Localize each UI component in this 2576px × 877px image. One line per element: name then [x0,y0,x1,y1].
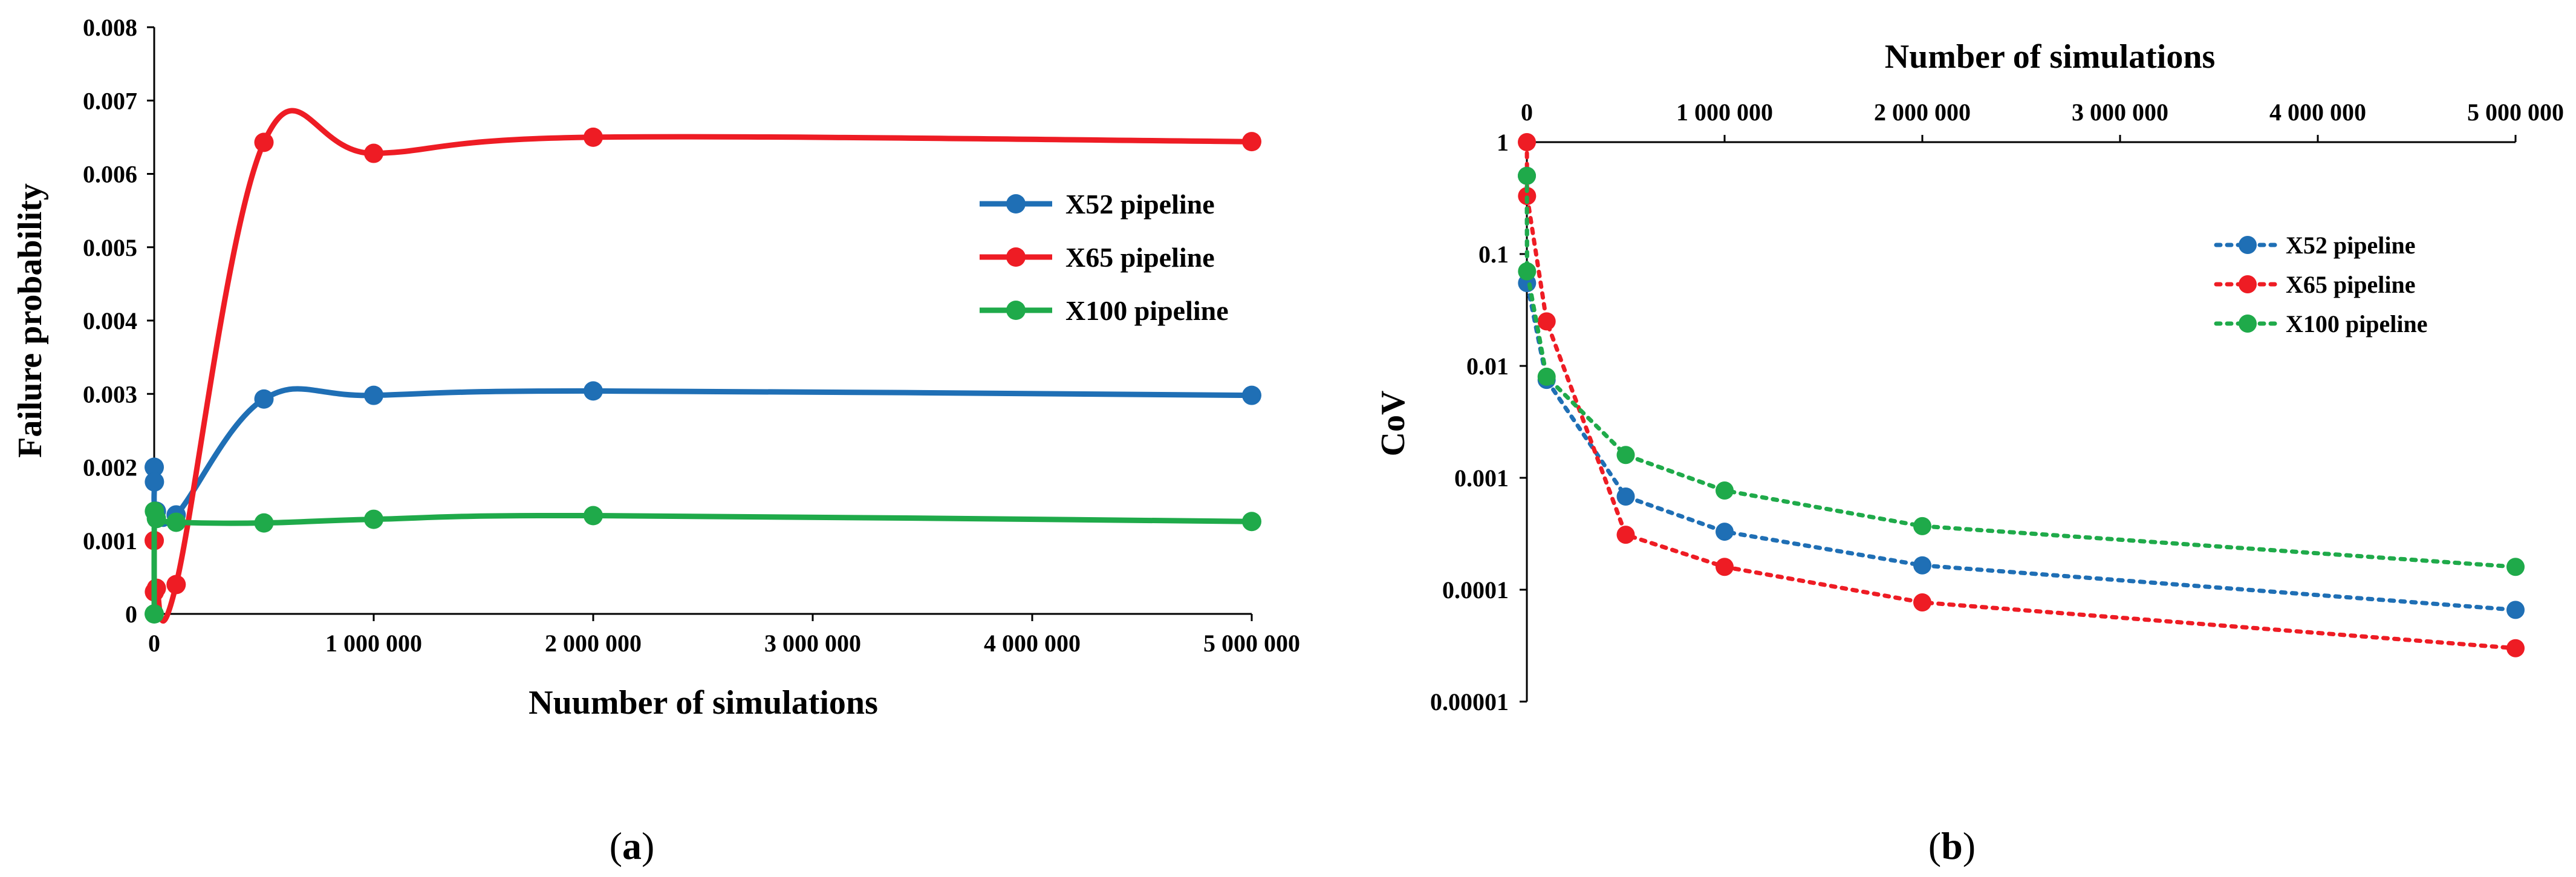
panel-a-data-point [145,472,164,492]
panel-b-series-1 [1518,133,2525,657]
panel-a-data-point [584,127,603,147]
panel-a-x-tick-label: 2 000 000 [545,630,642,657]
panel-a-data-point [584,506,603,526]
panel-b-legend-label: X52 pipeline [2286,232,2415,259]
panel-b-data-point [1616,487,1635,506]
panel-b-tick-labels: 1 0.1 0.01 0.001 0.0001 0.00001 0 1 000 000 2 00… [1430,99,2564,716]
panel-a-data-point [1242,385,1261,405]
panel-a-y-tick-label: 0.002 [83,454,137,481]
panel-a-y-tick-label: 0.007 [83,87,137,114]
panel-b-data-point [1518,166,1537,185]
panel-a-y-tick-label: 0.003 [83,380,137,408]
panel-b-data-point [1913,517,1931,535]
panel-b-data-point [1913,556,1931,575]
panel-b-x-tick-label: 1 000 000 [1676,99,1773,126]
panel-a-legend-swatch-marker [1006,301,1026,320]
panel-b-legend-swatch-marker [2239,236,2257,254]
panel-a-caption: (a) [610,824,655,867]
panel-b-data-point [1537,312,1556,331]
panel-a-data-point [584,381,603,401]
panel-b-series-2 [1518,166,2525,576]
panel-b-legend-label: X65 pipeline [2286,271,2415,298]
panel-b-series [1518,133,2525,657]
panel-a-x-tick-label: 1 000 000 [325,630,422,657]
panel-a-legend-label: X52 pipeline [1065,189,1215,220]
panel-a-x-tick-label: 4 000 000 [984,630,1081,657]
panel-a-data-point [145,457,164,477]
panel-a-series-1 [145,108,1261,624]
panel-a-y-tick-label: 0.008 [83,14,137,41]
panel-a-legend-label: X65 pipeline [1065,242,1215,273]
panel-a-series-line [151,386,1252,527]
panel-a-legend-label: X100 pipeline [1065,295,1229,326]
panel-a-chart: 0 0.001 0.002 0.003 0.004 0.005 0.006 0.007 0.00… [11,14,1300,867]
panel-b-legend: X52 pipeline X65 pipeline X100 pipeline [2214,232,2427,337]
panel-b-x-tick-label: 3 000 000 [2072,99,2168,126]
panel-b-legend-swatch-marker [2239,275,2257,293]
panel-a-legend-swatch-marker [1006,194,1026,214]
panel-b-y-tick-label: 0.00001 [1430,688,1509,716]
panel-b-data-point [2506,639,2525,657]
panel-a-legend: X52 pipeline X65 pipeline X100 pipeline [980,189,1229,326]
panel-a-x-tick-label: 5 000 000 [1203,630,1300,657]
panel-a-series-line [151,502,1252,615]
panel-b-data-point [1913,593,1931,611]
panel-a-tick-labels: 0 0.001 0.002 0.003 0.004 0.005 0.006 0.007 0.00… [83,14,1300,657]
panel-a-series-2 [145,501,1261,624]
panel-a-y-tick-label: 0.006 [83,161,137,188]
panel-b-data-point [1537,367,1556,386]
panel-a-x-tick-label: 3 000 000 [764,630,861,657]
panel-b-data-point [1518,262,1537,281]
panel-b-y-axis-title: CoV [1374,391,1412,457]
panel-a-data-point [364,385,383,405]
panel-a-x-axis-title: Nuumber of simulations [529,684,878,722]
panel-a-series [145,108,1261,624]
panel-b-y-tick-label: 0.1 [1478,241,1509,268]
panel-a-series-0 [145,381,1261,527]
panel-b-axes [1520,135,2517,703]
panel-b-y-tick-label: 0.001 [1454,465,1509,492]
panel-a-y-tick-label: 0.005 [83,234,137,261]
panel-a-data-point [166,575,186,595]
panel-b-data-point [1716,558,1734,576]
panel-b-data-point [1716,523,1734,541]
panel-b-y-tick-label: 0.0001 [1442,576,1509,604]
panel-b-chart: 1 0.1 0.01 0.001 0.0001 0.00001 0 1 000 000 2 00… [1374,38,2564,867]
panel-b-y-tick-label: 0.01 [1466,353,1509,380]
panel-a-data-point [254,132,274,152]
panel-a-data-point [1242,132,1261,152]
panel-a-y-tick-label: 0.004 [83,307,137,334]
panel-b-legend-label: X100 pipeline [2286,310,2427,337]
panel-b-y-tick-label: 1 [1497,129,1509,156]
panel-a-data-point [254,513,274,533]
panel-a-data-point [254,389,274,409]
panel-b-data-point [2506,601,2525,619]
panel-b-x-tick-label: 2 000 000 [1874,99,1971,126]
panel-a-data-point [364,143,383,163]
panel-b-x-axis-title: Number of simulations [1885,38,2216,76]
panel-a-y-axis-title: Failure probability [11,183,49,458]
panel-a-y-tick-label: 0 [125,601,137,628]
panel-a-data-point [1242,512,1261,532]
panel-b-data-point [1716,481,1734,500]
panel-a-x-tick-label: 0 [148,630,160,657]
panel-a-data-point [145,604,164,624]
panel-b-data-point [1616,526,1635,544]
panel-b-x-tick-label: 0 [1521,99,1533,126]
panel-a-legend-swatch-marker [1006,247,1026,267]
panel-a-data-point [364,509,383,529]
panel-b-caption: (b) [1928,824,1976,867]
panel-b-data-point [2506,558,2525,576]
panel-b-data-point [1518,133,1537,151]
panel-a-data-point [146,509,166,529]
panel-b-x-tick-label: 5 000 000 [2467,99,2564,126]
panel-a-data-point [166,512,186,532]
panel-a-y-tick-label: 0.001 [83,527,137,555]
panel-b-x-tick-label: 4 000 000 [2269,99,2366,126]
panel-b-legend-swatch-marker [2239,315,2257,333]
panel-b-data-point [1616,446,1635,465]
panel-a-series-line [151,108,1252,624]
